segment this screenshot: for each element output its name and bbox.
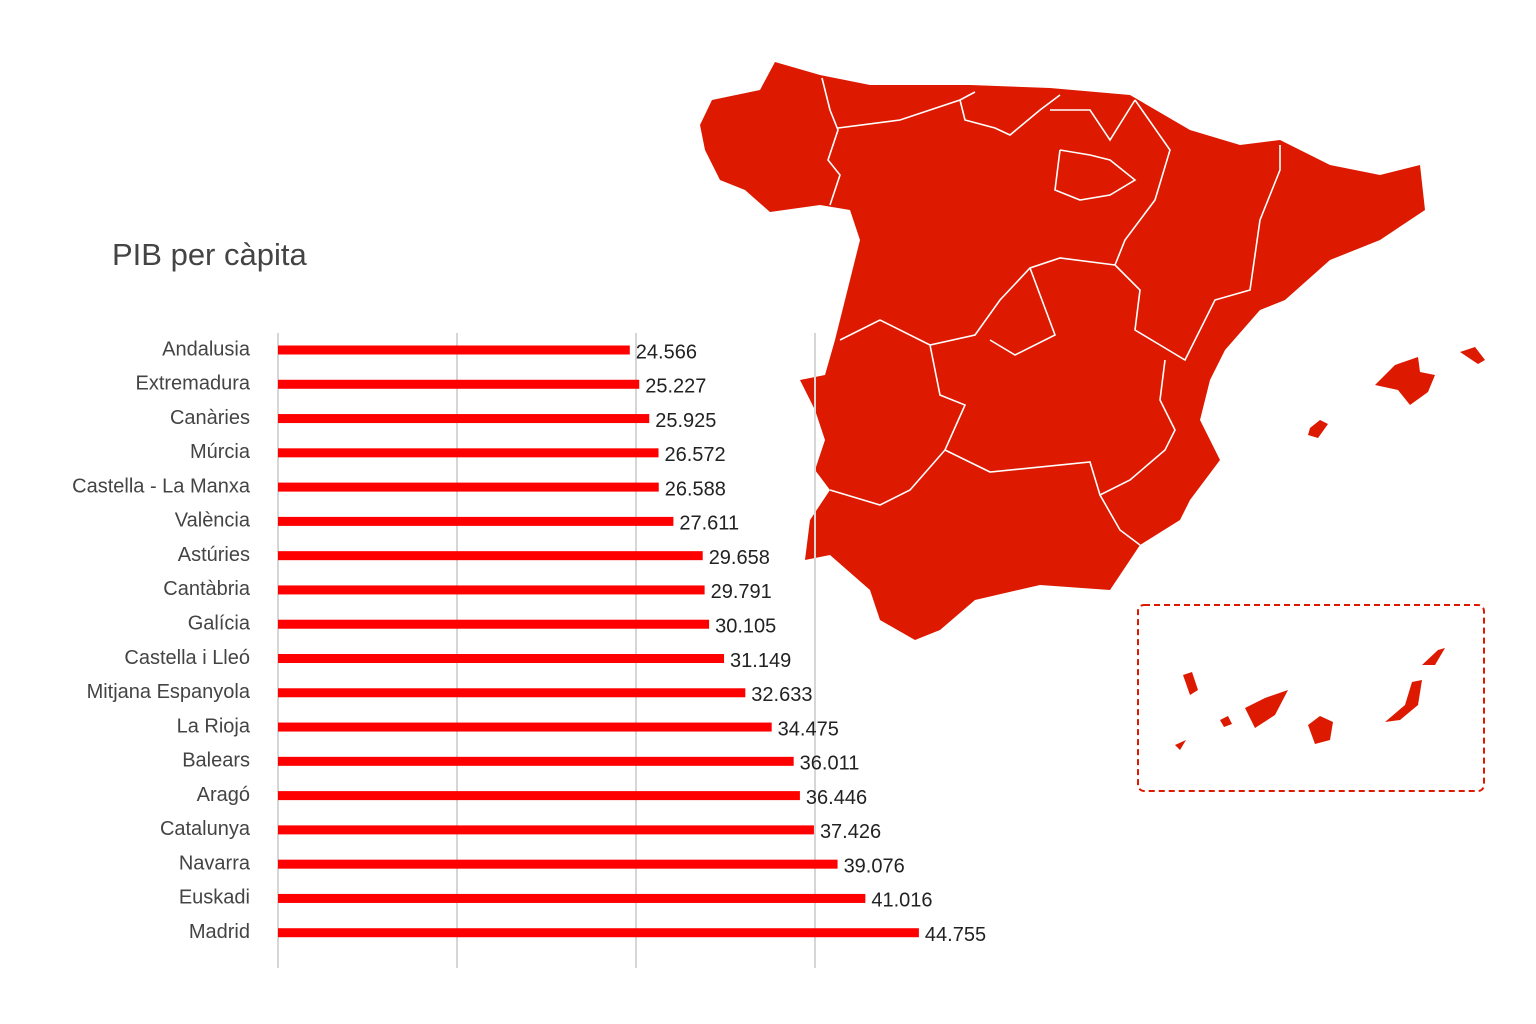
region-border [1050,99,1136,142]
chart-title: PIB per càpita [112,237,307,272]
category-label: Astúries [178,544,250,566]
value-label: 27.611 [679,513,739,535]
bar [278,345,630,355]
bar [278,482,659,492]
bar [278,859,838,869]
value-label: 34.475 [778,718,839,740]
value-label: 26.588 [665,478,726,500]
value-label: 25.925 [655,410,716,432]
island [1175,740,1186,750]
peninsula [700,62,1425,640]
island [1385,680,1422,722]
bar [278,825,814,835]
category-label: Canàries [170,407,250,429]
bar [278,551,703,561]
region-border [1054,149,1137,201]
bar [278,928,919,938]
value-label: 41.016 [871,890,932,912]
region-border [837,91,976,129]
bar [278,722,772,732]
category-label: Madrid [189,921,250,943]
ibiza [1308,420,1328,438]
value-label: 37.426 [820,821,881,843]
region-border [1114,99,1281,362]
category-label: Cantàbria [163,578,251,600]
canary-box [1137,604,1485,792]
value-label: 24.566 [636,341,697,363]
bar [278,414,650,424]
island [1422,648,1445,665]
bar [278,585,705,595]
region-border [821,77,841,206]
bar [278,791,800,801]
value-label: 31.149 [730,650,791,672]
value-label: 30.105 [715,616,776,638]
value-label: 36.446 [806,787,867,809]
category-label: Castella i Lleó [124,647,250,669]
category-label: Aragó [197,784,250,806]
menorca [1460,347,1485,364]
value-label: 32.633 [751,684,812,706]
category-label: Catalunya [160,818,251,840]
map [700,62,1485,792]
category-label: Extremadura [136,373,251,395]
island [1220,716,1232,727]
mallorca [1375,357,1435,405]
value-label: 29.791 [711,581,772,603]
island [1308,716,1333,744]
region-border [839,257,1116,346]
bar [278,654,725,663]
region-border [1099,494,1141,546]
bar [278,379,640,389]
bar [278,516,674,526]
category-label: València [175,510,251,532]
category-label: Andalusia [162,338,251,360]
value-label: 29.658 [709,547,770,569]
island [1183,672,1198,695]
category-label: Galícia [188,613,251,635]
bar [278,688,746,698]
category-label: La Rioja [177,715,251,737]
bar [278,756,794,766]
category-label: Múrcia [190,441,251,463]
island [1245,690,1288,728]
category-label: Euskadi [179,887,250,909]
region-border [944,359,1176,497]
category-label: Castella - La Manxa [72,475,251,497]
value-label: 39.076 [844,855,905,877]
plot: Andalusia 24.566 Extremadura 25.227 Canàries… [72,333,986,968]
value-label: 26.572 [665,444,726,466]
category-label: Navarra [179,852,251,874]
bar [278,619,710,629]
bar [278,893,866,903]
bar [278,448,659,458]
region-border [989,267,1057,356]
region-border [959,94,1061,136]
value-label: 36.011 [800,753,860,775]
category-label: Mitjana Espanyola [87,681,251,703]
category-label: Balears [182,750,250,772]
value-label: 25.227 [645,376,706,398]
value-label: 44.755 [925,924,986,946]
